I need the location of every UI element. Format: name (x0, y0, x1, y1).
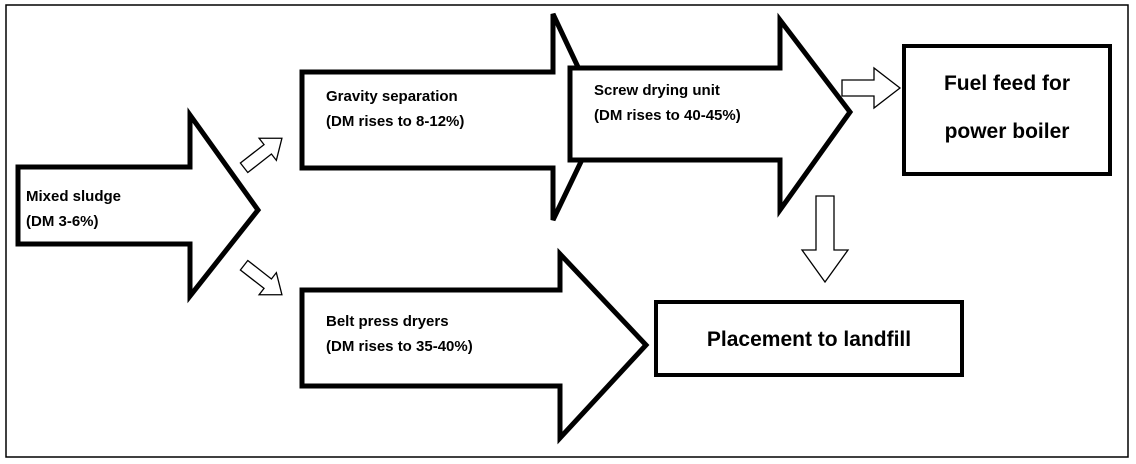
arrow-gravity (299, 12, 605, 222)
label: Mixed sludge (26, 188, 121, 205)
label: Screw drying unit (594, 82, 720, 99)
small-arrow-downward (800, 195, 850, 284)
label: power boiler (945, 120, 1070, 143)
label: Placement to landfill (707, 328, 911, 351)
label: (DM 3-6%) (26, 213, 99, 230)
label: (DM rises to 40-45%) (594, 107, 741, 124)
arrow-mixed-sludge (15, 107, 262, 304)
small-arrow-right (841, 66, 902, 110)
arrow-belt-press (299, 247, 650, 445)
small-arrow-up (239, 137, 283, 174)
small-arrow-down (239, 259, 283, 296)
label: Fuel feed for (944, 72, 1070, 95)
label: (DM rises to 35-40%) (326, 338, 473, 355)
label: Belt press dryers (326, 313, 449, 330)
arrow-screw (567, 12, 854, 218)
label: (DM rises to 8-12%) (326, 113, 464, 130)
box-landfill (654, 300, 964, 377)
box-fuel-feed (902, 44, 1112, 176)
label: Gravity separation (326, 88, 458, 105)
